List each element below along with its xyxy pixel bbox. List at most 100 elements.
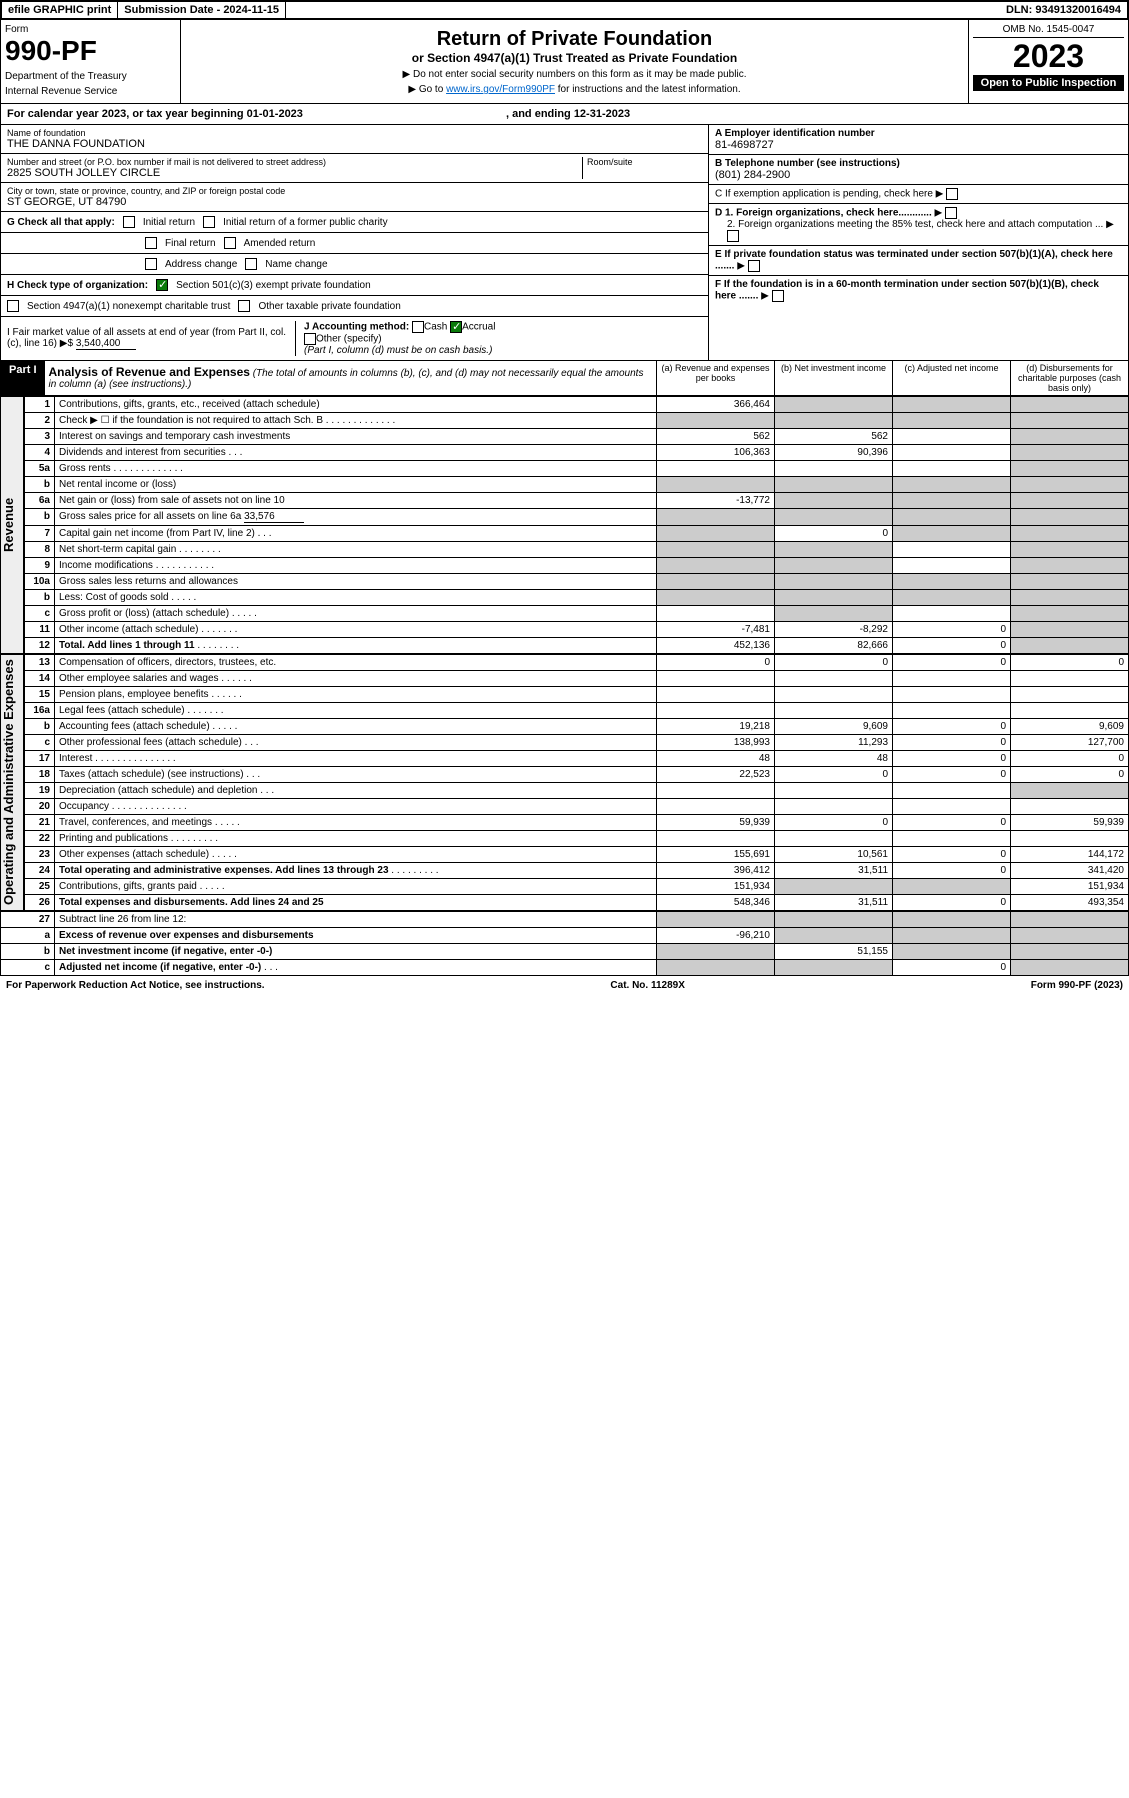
table-row: 21Travel, conferences, and meetings . . … [25,815,1129,831]
initial-checkbox[interactable] [123,216,135,228]
part1-title: Analysis of Revenue and Expenses [49,365,250,379]
table-row: 6aNet gain or (loss) from sale of assets… [25,493,1129,509]
table-row: 26Total expenses and disbursements. Add … [25,895,1129,911]
table-row: cAdjusted net income (if negative, enter… [1,960,1129,976]
expenses-table: 13Compensation of officers, directors, t… [24,654,1129,911]
table-row: 7Capital gain net income (from Part IV, … [25,526,1129,542]
tax-year: 2023 [973,38,1124,75]
c-checkbox[interactable] [946,188,958,200]
foundation-name: THE DANNA FOUNDATION [7,138,702,150]
initial-former-checkbox[interactable] [203,216,215,228]
part1-header: Part I Analysis of Revenue and Expenses … [0,361,1129,396]
efile-label: efile GRAPHIC print [2,2,118,18]
d1-label: D 1. Foreign organizations, check here..… [715,208,932,219]
table-row: 16aLegal fees (attach schedule) . . . . … [25,703,1129,719]
omb-number: OMB No. 1545-0047 [973,24,1124,38]
revenue-section: Revenue 1Contributions, gifts, grants, e… [0,396,1129,654]
addr-label: Number and street (or P.O. box number if… [7,157,582,167]
d2-checkbox[interactable] [727,230,739,242]
d2-label: 2. Foreign organizations meeting the 85%… [727,219,1103,230]
d1-checkbox[interactable] [945,207,957,219]
table-row: bNet investment income (if negative, ent… [1,944,1129,960]
form-label: Form [5,24,176,35]
addr-change-checkbox[interactable] [145,258,157,270]
table-row: 15Pension plans, employee benefits . . .… [25,687,1129,703]
table-row: 9Income modifications . . . . . . . . . … [25,558,1129,574]
summary-table: 27Subtract line 26 from line 12: aExcess… [0,911,1129,976]
table-row: 17Interest . . . . . . . . . . . . . . .… [25,751,1129,767]
phone-value: (801) 284-2900 [715,169,1122,181]
topbar: efile GRAPHIC print Submission Date - 20… [0,0,1129,20]
part1-label: Part I [1,361,45,395]
table-row: 20Occupancy . . . . . . . . . . . . . . [25,799,1129,815]
form-subtitle: or Section 4947(a)(1) Trust Treated as P… [189,51,960,65]
revenue-side-label: Revenue [0,396,24,654]
col-b-header: (b) Net investment income [774,361,892,395]
submission-date: Submission Date - 2024-11-15 [118,2,286,18]
other-taxable-checkbox[interactable] [238,300,250,312]
name-label: Name of foundation [7,128,702,138]
table-row: 23Other expenses (attach schedule) . . .… [25,847,1129,863]
footer-center: Cat. No. 11289X [610,980,684,991]
table-row: cGross profit or (loss) (attach schedule… [25,606,1129,622]
foundation-city: ST GEORGE, UT 84790 [7,196,702,208]
revenue-table: 1Contributions, gifts, grants, etc., rec… [24,396,1129,654]
other-spec-checkbox[interactable] [304,333,316,345]
table-row: aExcess of revenue over expenses and dis… [1,928,1129,944]
cash-checkbox[interactable] [412,321,424,333]
calendar-year-row: For calendar year 2023, or tax year begi… [0,104,1129,125]
instr-2: ▶ Go to www.irs.gov/Form990PF for instru… [189,84,960,95]
foundation-info: Name of foundation THE DANNA FOUNDATION … [0,125,1129,361]
footer-right: Form 990-PF (2023) [1031,980,1123,991]
dept-treasury: Department of the Treasury [5,71,176,82]
expenses-side-label: Operating and Administrative Expenses [0,654,24,911]
col-d-header: (d) Disbursements for charitable purpose… [1010,361,1128,395]
table-row: 1Contributions, gifts, grants, etc., rec… [25,397,1129,413]
table-row: 24Total operating and administrative exp… [25,863,1129,879]
sec501-checkbox[interactable] [156,279,168,291]
table-row: 19Depreciation (attach schedule) and dep… [25,783,1129,799]
name-change-checkbox[interactable] [245,258,257,270]
table-row: 3Interest on savings and temporary cash … [25,429,1129,445]
open-inspection: Open to Public Inspection [973,75,1124,91]
table-row: 27Subtract line 26 from line 12: [1,912,1129,928]
c-label: C If exemption application is pending, c… [715,189,933,200]
form-header: Form 990-PF Department of the Treasury I… [0,20,1129,104]
table-row: cOther professional fees (attach schedul… [25,735,1129,751]
f-checkbox[interactable] [772,290,784,302]
h-row: H Check type of organization: Section 50… [1,275,708,296]
room-label: Room/suite [587,157,702,167]
table-row: bGross sales price for all assets on lin… [25,509,1129,526]
g-row: G Check all that apply: Initial return I… [1,212,708,233]
sec4947-checkbox[interactable] [7,300,19,312]
ein-label: A Employer identification number [715,128,875,139]
table-row: 18Taxes (attach schedule) (see instructi… [25,767,1129,783]
table-row: bLess: Cost of goods sold . . . . . [25,590,1129,606]
table-row: 14Other employee salaries and wages . . … [25,671,1129,687]
final-checkbox[interactable] [145,237,157,249]
table-row: bNet rental income or (loss) [25,477,1129,493]
form-number: 990-PF [5,35,176,67]
table-row: 4Dividends and interest from securities … [25,445,1129,461]
i-j-row: I Fair market value of all assets at end… [1,317,708,360]
instr-1: ▶ Do not enter social security numbers o… [189,69,960,80]
table-row: 22Printing and publications . . . . . . … [25,831,1129,847]
footer-left: For Paperwork Reduction Act Notice, see … [6,980,265,991]
city-label: City or town, state or province, country… [7,186,702,196]
foundation-addr: 2825 SOUTH JOLLEY CIRCLE [7,167,582,179]
expenses-section: Operating and Administrative Expenses 13… [0,654,1129,911]
accrual-checkbox[interactable] [450,321,462,333]
e-checkbox[interactable] [748,260,760,272]
amended-checkbox[interactable] [224,237,236,249]
table-row: 5aGross rents . . . . . . . . . . . . . [25,461,1129,477]
footer: For Paperwork Reduction Act Notice, see … [0,976,1129,995]
table-row: 8Net short-term capital gain . . . . . .… [25,542,1129,558]
col-c-header: (c) Adjusted net income [892,361,1010,395]
dln: DLN: 93491320016494 [1000,2,1127,18]
ein-value: 81-4698727 [715,139,1122,151]
irs-link[interactable]: www.irs.gov/Form990PF [446,84,555,95]
fmv-value: 3,540,400 [76,338,136,350]
table-row: 25Contributions, gifts, grants paid . . … [25,879,1129,895]
table-row: 10aGross sales less returns and allowanc… [25,574,1129,590]
table-row: 12Total. Add lines 1 through 11 . . . . … [25,638,1129,654]
